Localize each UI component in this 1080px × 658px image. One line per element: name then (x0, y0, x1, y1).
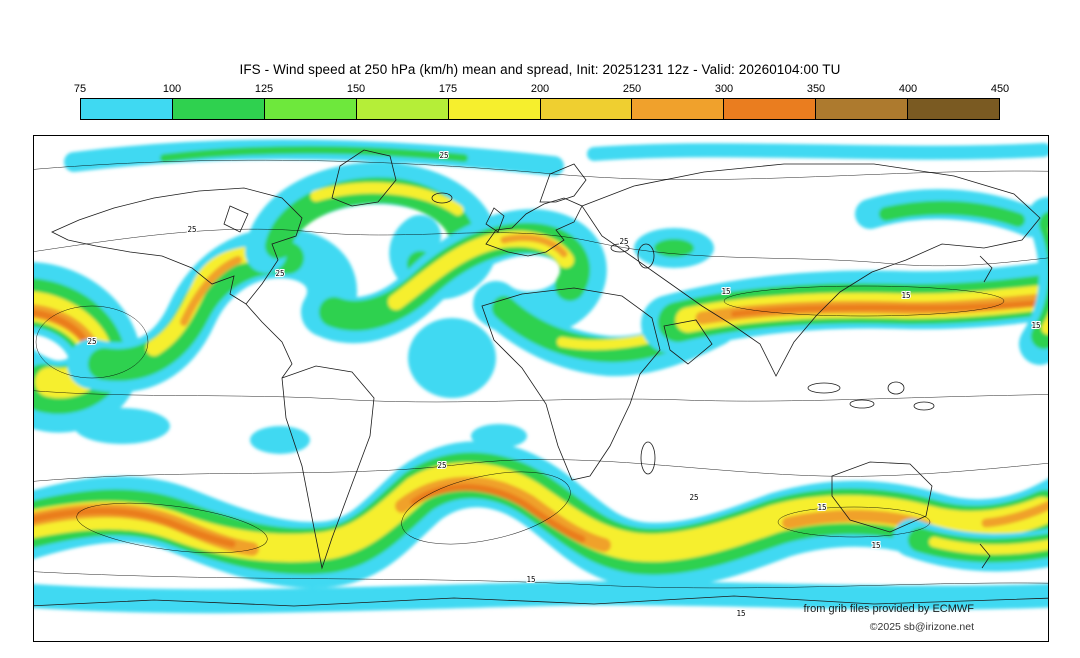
contour-value-label: 15 (736, 609, 745, 618)
contour-labels: 25 25 25 25 15 15 15 25 25 25 15 15 15 15 (86, 150, 1041, 619)
chart-title: IFS - Wind speed at 250 hPa (km/h) mean … (239, 62, 841, 77)
colorbar-segment (172, 99, 265, 119)
colorbar-tick-label: 450 (990, 83, 1010, 95)
contour-value-label: 15 (817, 503, 826, 512)
spread-contours (34, 159, 1048, 589)
colorbar-tick-label: 75 (73, 83, 87, 95)
colorbar-tick-label: 200 (530, 83, 550, 95)
colorbar-scale (80, 98, 1000, 120)
colorbar-segment (356, 99, 449, 119)
contour-value-label: 25 (619, 237, 628, 246)
contour-value-label: 15 (721, 287, 730, 296)
coastlines (34, 149, 1048, 607)
colorbar-segment (264, 99, 357, 119)
colorbar-segment (816, 99, 909, 119)
contour-value-label: 15 (526, 575, 535, 584)
colorbar-segment (632, 99, 725, 119)
colorbar-tick-label: 125 (254, 83, 274, 95)
contour-value-label: 25 (275, 269, 284, 278)
colorbar-tick-label: 400 (898, 83, 918, 95)
contour-value-label: 15 (1031, 321, 1040, 330)
colorbar-tick-label: 175 (438, 83, 458, 95)
colorbar-segment (540, 99, 633, 119)
wind-speed-bands (34, 139, 1048, 614)
colorbar-segment (448, 99, 541, 119)
contour-value-label: 25 (87, 337, 96, 346)
contour-value-label: 25 (437, 461, 446, 470)
contour-value-label: 15 (871, 541, 880, 550)
colorbar-segment (908, 99, 1000, 119)
contour-value-label: 25 (187, 225, 196, 234)
contour-value-label: 25 (689, 493, 698, 502)
colorbar: 75 100 125 150 175 200 250 300 350 400 450 (74, 83, 1009, 120)
colorbar-tick-label: 150 (346, 83, 366, 95)
colorbar-labels: 75 100 125 150 175 200 250 300 350 400 450 (74, 83, 1009, 97)
colorbar-tick-label: 100 (162, 83, 182, 95)
map-graphic: 25 25 25 25 15 15 15 25 25 25 15 15 15 15 (34, 139, 1048, 619)
wind-map: 25 25 25 25 15 15 15 25 25 25 15 15 15 15 from grib f… (33, 135, 1049, 642)
credit-ecmwf: from grib files provided by ECMWF (803, 603, 974, 615)
contour-value-label: 15 (901, 291, 910, 300)
colorbar-tick-label: 350 (806, 83, 826, 95)
colorbar-tick-label: 300 (714, 83, 734, 95)
colorbar-tick-label: 250 (622, 83, 642, 95)
contour-value-label: 25 (439, 151, 448, 160)
colorbar-segment (81, 99, 173, 119)
colorbar-segment (724, 99, 817, 119)
credit-copyright: ©2025 sb@irizone.net (869, 621, 974, 633)
